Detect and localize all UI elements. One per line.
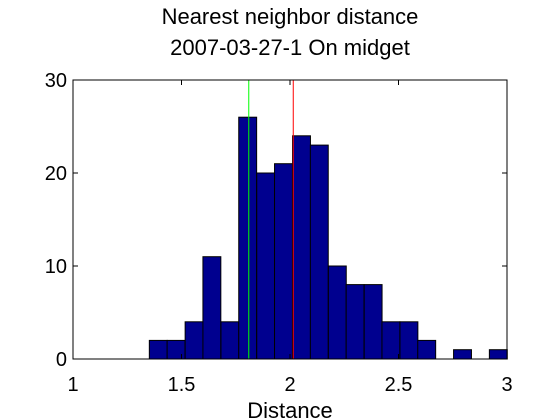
histogram-bar-4 bbox=[220, 321, 240, 360]
histogram-bar-11 bbox=[345, 284, 365, 360]
histogram-bar-3 bbox=[202, 256, 222, 360]
histogram-bar-17 bbox=[453, 349, 472, 360]
histogram-bar-5 bbox=[238, 116, 258, 360]
histogram-bar-7 bbox=[274, 163, 293, 360]
x-axis-ticks: 1 1.5 2 2.5 3 bbox=[67, 80, 513, 396]
y-tick-label: 10 bbox=[45, 256, 67, 278]
histogram-bars bbox=[148, 116, 508, 360]
x-tick-label: 2.5 bbox=[385, 374, 413, 396]
chart-title: Nearest neighbor distance bbox=[162, 4, 419, 29]
histogram-bar-15 bbox=[417, 339, 437, 360]
histogram-bar-2 bbox=[184, 321, 204, 360]
x-axis-label: Distance bbox=[247, 398, 333, 420]
y-tick-label: 0 bbox=[56, 349, 67, 371]
reference-lines bbox=[248, 80, 294, 359]
histogram-bar-6 bbox=[256, 172, 276, 360]
y-axis-ticks: 0 10 20 30 bbox=[45, 70, 507, 371]
x-tick-label: 3 bbox=[501, 374, 512, 396]
y-tick-label: 30 bbox=[45, 70, 67, 92]
histogram-bar-8 bbox=[292, 135, 311, 360]
histogram-bar-14 bbox=[399, 321, 419, 360]
histogram-bar-1 bbox=[166, 339, 186, 360]
x-tick-label: 2 bbox=[284, 374, 295, 396]
x-tick-label: 1 bbox=[67, 374, 78, 396]
histogram-bar-13 bbox=[381, 321, 401, 360]
chart-subtitle: 2007-03-27-1 On midget bbox=[170, 35, 410, 60]
histogram-bar-19 bbox=[488, 349, 508, 360]
histogram-bar-12 bbox=[363, 284, 383, 360]
x-tick-label: 1.5 bbox=[168, 374, 196, 396]
histogram-bar-10 bbox=[327, 265, 347, 360]
y-tick-label: 20 bbox=[45, 163, 67, 185]
histogram-bar-0 bbox=[148, 339, 168, 360]
histogram-bar-9 bbox=[309, 144, 329, 360]
